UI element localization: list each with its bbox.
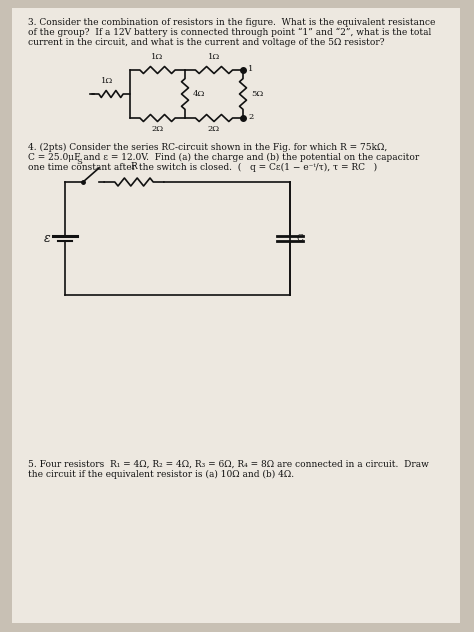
Text: 1: 1 xyxy=(248,65,254,73)
Text: S: S xyxy=(76,158,82,166)
Text: 5Ω: 5Ω xyxy=(251,90,263,98)
Text: 5. Four resistors  R₁ = 4Ω, R₂ = 4Ω, R₃ = 6Ω, R₄ = 8Ω are connected in a circuit: 5. Four resistors R₁ = 4Ω, R₂ = 4Ω, R₃ =… xyxy=(28,460,429,469)
FancyBboxPatch shape xyxy=(12,8,460,623)
Text: 4. (2pts) Consider the series RC-circuit shown in the Fig. for which R = 75kΩ,: 4. (2pts) Consider the series RC-circuit… xyxy=(28,143,387,152)
Text: 2Ω: 2Ω xyxy=(151,125,164,133)
Text: ε: ε xyxy=(44,232,50,245)
Text: the circuit if the equivalent resistor is (a) 10Ω and (b) 4Ω.: the circuit if the equivalent resistor i… xyxy=(28,470,294,479)
Text: current in the circuit, and what is the current and voltage of the 5Ω resistor?: current in the circuit, and what is the … xyxy=(28,38,384,47)
Text: R: R xyxy=(131,162,137,171)
Text: 2: 2 xyxy=(248,113,253,121)
Text: of the group?  If a 12V battery is connected through point “1” and “2”, what is : of the group? If a 12V battery is connec… xyxy=(28,28,431,37)
Text: C: C xyxy=(297,234,304,243)
Text: 1Ω: 1Ω xyxy=(151,53,164,61)
Text: 4Ω: 4Ω xyxy=(193,90,205,98)
Text: 1Ω: 1Ω xyxy=(101,77,113,85)
Text: 2Ω: 2Ω xyxy=(208,125,220,133)
Text: 1Ω: 1Ω xyxy=(208,53,220,61)
Text: C = 25.0μF and ε = 12.0V.  Find (a) the charge and (b) the potential on the capa: C = 25.0μF and ε = 12.0V. Find (a) the c… xyxy=(28,153,419,162)
Text: one time constant after the switch is closed.  (   q = Cε(1 − e⁻ᵗ/τ), τ = RC   ): one time constant after the switch is cl… xyxy=(28,163,377,172)
Text: 3. Consider the combination of resistors in the figure.  What is the equivalent : 3. Consider the combination of resistors… xyxy=(28,18,436,27)
